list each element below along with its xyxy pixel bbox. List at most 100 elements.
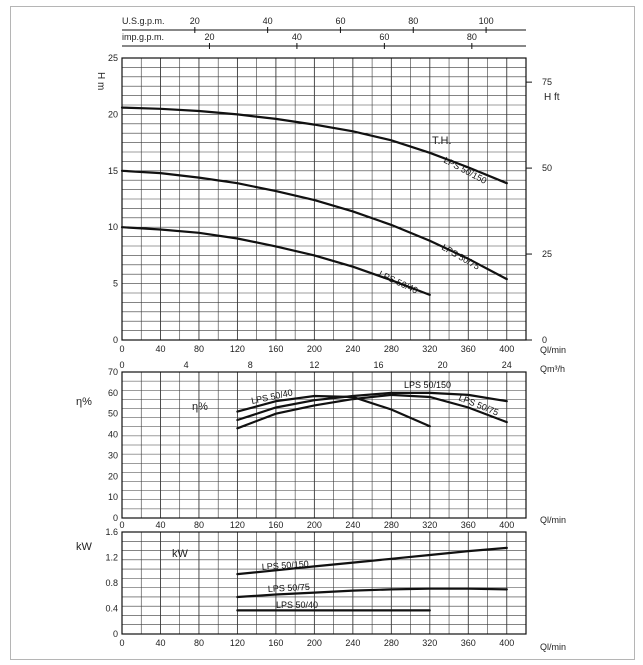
pow-y-tick-0: 0 bbox=[113, 629, 118, 639]
head-y-tick-25: 25 bbox=[108, 53, 118, 63]
power-annotation: kW bbox=[172, 548, 189, 560]
power-curve-labels: LPS 50/150 LPS 50/75 LPS 50/40 bbox=[261, 559, 318, 610]
eff-y-tick-60: 60 bbox=[108, 388, 118, 398]
pow-curve-lps-50-75 bbox=[236, 587, 508, 599]
eff-y-tick-40: 40 bbox=[108, 430, 118, 440]
usgpm-axis-label: U.S.g.p.m. bbox=[122, 16, 165, 26]
impgpm-tick-20: 20 bbox=[204, 32, 214, 42]
eff-x-tick-0: 0 bbox=[119, 520, 124, 530]
pow-x-tick-200: 200 bbox=[307, 638, 322, 648]
eff-top-tick-0: 0 bbox=[119, 360, 124, 370]
eff-top-tick-8: 8 bbox=[248, 360, 253, 370]
efficiency-annotation: η% bbox=[192, 401, 208, 413]
eff-y-tick-70: 70 bbox=[108, 367, 118, 377]
head-x-tick-200: 200 bbox=[307, 344, 322, 354]
power-curves bbox=[236, 546, 508, 612]
head-label-lps-50-75: LPS 50/75 bbox=[440, 242, 481, 272]
head-right-axis-label: H ft bbox=[544, 92, 560, 103]
head-curve-lps-50-75 bbox=[120, 169, 508, 281]
eff-curve-lps-50-150 bbox=[236, 391, 508, 422]
eff-top-tick-24: 24 bbox=[502, 360, 512, 370]
head-x-tick-360: 360 bbox=[461, 344, 476, 354]
pow-x-tick-40: 40 bbox=[155, 638, 165, 648]
usgpm-tick-60: 60 bbox=[335, 16, 345, 26]
pow-x-tick-400: 400 bbox=[499, 638, 514, 648]
power-panel: 0 40 80 120 160 200 240 280 320 360 400 0 0.4 0.8 1.2 1… bbox=[76, 527, 566, 652]
pow-y-tick-1-2: 1.2 bbox=[105, 553, 118, 563]
head-y-tick-10: 10 bbox=[108, 222, 118, 232]
head-x-tick-160: 160 bbox=[268, 344, 283, 354]
pow-label-lps-50-150: LPS 50/150 bbox=[261, 559, 309, 572]
eff-x-tick-280: 280 bbox=[384, 520, 399, 530]
panel-border bbox=[121, 57, 527, 341]
pow-x-tick-240: 240 bbox=[345, 638, 360, 648]
head-label-lps-50-40: LPS 50/40 bbox=[377, 269, 419, 296]
pow-x-tick-320: 320 bbox=[422, 638, 437, 648]
chart-frame bbox=[10, 6, 635, 660]
pow-curve-lps-50-150 bbox=[236, 546, 508, 576]
efficiency-y-axis-label: η% bbox=[76, 396, 92, 408]
head-ft-tick-50: 50 bbox=[542, 163, 552, 173]
efficiency-x-axis-label: Ql/min bbox=[540, 515, 566, 525]
pow-y-tick-0-4: 0.4 bbox=[105, 604, 118, 614]
impgpm-tick-40: 40 bbox=[292, 32, 302, 42]
eff-x-tick-360: 360 bbox=[461, 520, 476, 530]
eff-top-tick-12: 12 bbox=[309, 360, 319, 370]
head-grid: 0 40 80 120 160 200 240 280 320 360 400 0 5 10 15 20 25 0… bbox=[108, 53, 552, 354]
head-x-tick-120: 120 bbox=[230, 344, 245, 354]
eff-label-lps-50-150: LPS 50/150 bbox=[404, 380, 451, 390]
eff-curve-lps-50-75 bbox=[236, 393, 508, 430]
head-y-tick-5: 5 bbox=[113, 279, 118, 289]
pow-label-lps-50-40: LPS 50/40 bbox=[276, 600, 318, 610]
pow-x-tick-360: 360 bbox=[461, 638, 476, 648]
panel-border bbox=[121, 371, 527, 519]
eff-x-tick-40: 40 bbox=[155, 520, 165, 530]
head-x-tick-40: 40 bbox=[155, 344, 165, 354]
eff-x-tick-160: 160 bbox=[268, 520, 283, 530]
impgpm-axis-label: imp.g.p.m. bbox=[122, 32, 164, 42]
head-y-tick-20: 20 bbox=[108, 109, 118, 119]
eff-x-tick-200: 200 bbox=[307, 520, 322, 530]
power-x-axis-label: Ql/min bbox=[540, 642, 566, 652]
head-curve-lps-50-40 bbox=[120, 226, 431, 296]
eff-x-tick-80: 80 bbox=[194, 520, 204, 530]
eff-y-tick-50: 50 bbox=[108, 409, 118, 419]
head-left-axis-label: H m bbox=[95, 72, 106, 90]
eff-y-tick-20: 20 bbox=[108, 471, 118, 481]
power-grid: 0 40 80 120 160 200 240 280 320 360 400 0 0.4 0.8 1.2 1… bbox=[105, 527, 527, 648]
efficiency-curves bbox=[236, 391, 508, 430]
usgpm-tick-20: 20 bbox=[190, 16, 200, 26]
pow-y-tick-0-8: 0.8 bbox=[105, 578, 118, 588]
usgpm-tick-80: 80 bbox=[408, 16, 418, 26]
head-annotation: T.H. bbox=[432, 135, 452, 147]
power-y-axis-label: kW bbox=[76, 541, 93, 553]
head-y-tick-0: 0 bbox=[113, 335, 118, 345]
pow-x-tick-80: 80 bbox=[194, 638, 204, 648]
pow-x-tick-0: 0 bbox=[119, 638, 124, 648]
usgpm-tick-100: 100 bbox=[479, 16, 494, 26]
eff-top-tick-16: 16 bbox=[374, 360, 384, 370]
head-x-axis-label: Ql/min bbox=[540, 345, 566, 355]
head-ft-tick-75: 75 bbox=[542, 77, 552, 87]
eff-x-tick-120: 120 bbox=[230, 520, 245, 530]
pow-x-tick-280: 280 bbox=[384, 638, 399, 648]
head-y-tick-15: 15 bbox=[108, 166, 118, 176]
pow-y-tick-1-6: 1.6 bbox=[105, 527, 118, 537]
head-x-tick-400: 400 bbox=[499, 344, 514, 354]
head-x-tick-0: 0 bbox=[119, 344, 124, 354]
head-ft-tick-0: 0 bbox=[542, 335, 547, 345]
head-x-tick-280: 280 bbox=[384, 344, 399, 354]
pow-x-tick-120: 120 bbox=[230, 638, 245, 648]
pow-x-tick-160: 160 bbox=[268, 638, 283, 648]
eff-y-tick-0: 0 bbox=[113, 513, 118, 523]
impgpm-tick-60: 60 bbox=[379, 32, 389, 42]
head-panel: 0 40 80 120 160 200 240 280 320 360 400 0 5 10 15 20 25 0… bbox=[95, 16, 566, 355]
head-x-tick-80: 80 bbox=[194, 344, 204, 354]
eff-curve-lps-50-40 bbox=[236, 394, 431, 428]
eff-top-tick-20: 20 bbox=[438, 360, 448, 370]
efficiency-top-axis-label: Qm³/h bbox=[540, 364, 565, 374]
eff-x-tick-320: 320 bbox=[422, 520, 437, 530]
efficiency-panel: 0 40 80 120 160 200 240 280 320 360 40001020304050… bbox=[76, 360, 566, 530]
